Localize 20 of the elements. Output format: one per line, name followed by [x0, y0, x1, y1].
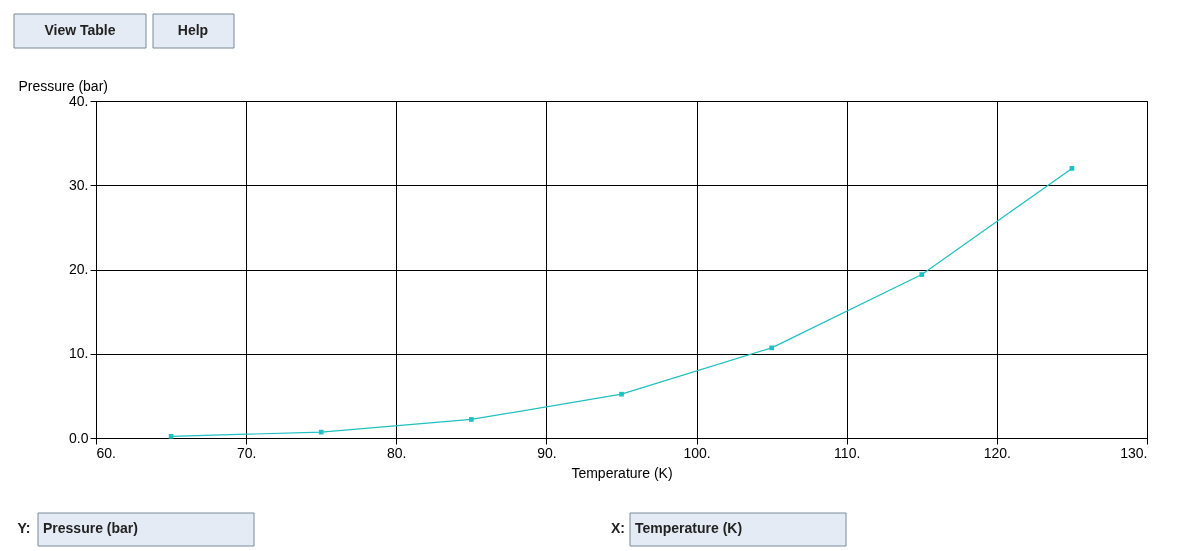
x-tick-label: 90. — [537, 444, 557, 461]
text: Temperature (K) — [635, 520, 743, 536]
text: Y: — [17, 520, 31, 536]
x-tick-label: 110. — [834, 444, 861, 461]
x-axis-title: Temperature (K) — [571, 464, 673, 481]
x-tick-label: 100. — [683, 444, 711, 461]
y-tick-label: 30. — [69, 176, 89, 193]
x-tick-label: 70. — [236, 444, 257, 461]
y-tick-label: 10. — [69, 345, 89, 362]
text: Help — [177, 22, 209, 38]
x-tick-label: 60. — [96, 444, 116, 461]
x-tick-label: 120. — [983, 444, 1011, 461]
x-tick-label: 80. — [387, 444, 407, 461]
text: View Table — [44, 22, 116, 38]
y-tick-label: 0.0 — [69, 429, 89, 446]
y-axis-title: Pressure (bar) — [18, 77, 108, 94]
text: Pressure (bar) — [43, 520, 138, 536]
text: X: — [611, 520, 625, 536]
y-tick-label: 20. — [69, 261, 89, 277]
x-tick-label: 130. — [1120, 444, 1148, 461]
